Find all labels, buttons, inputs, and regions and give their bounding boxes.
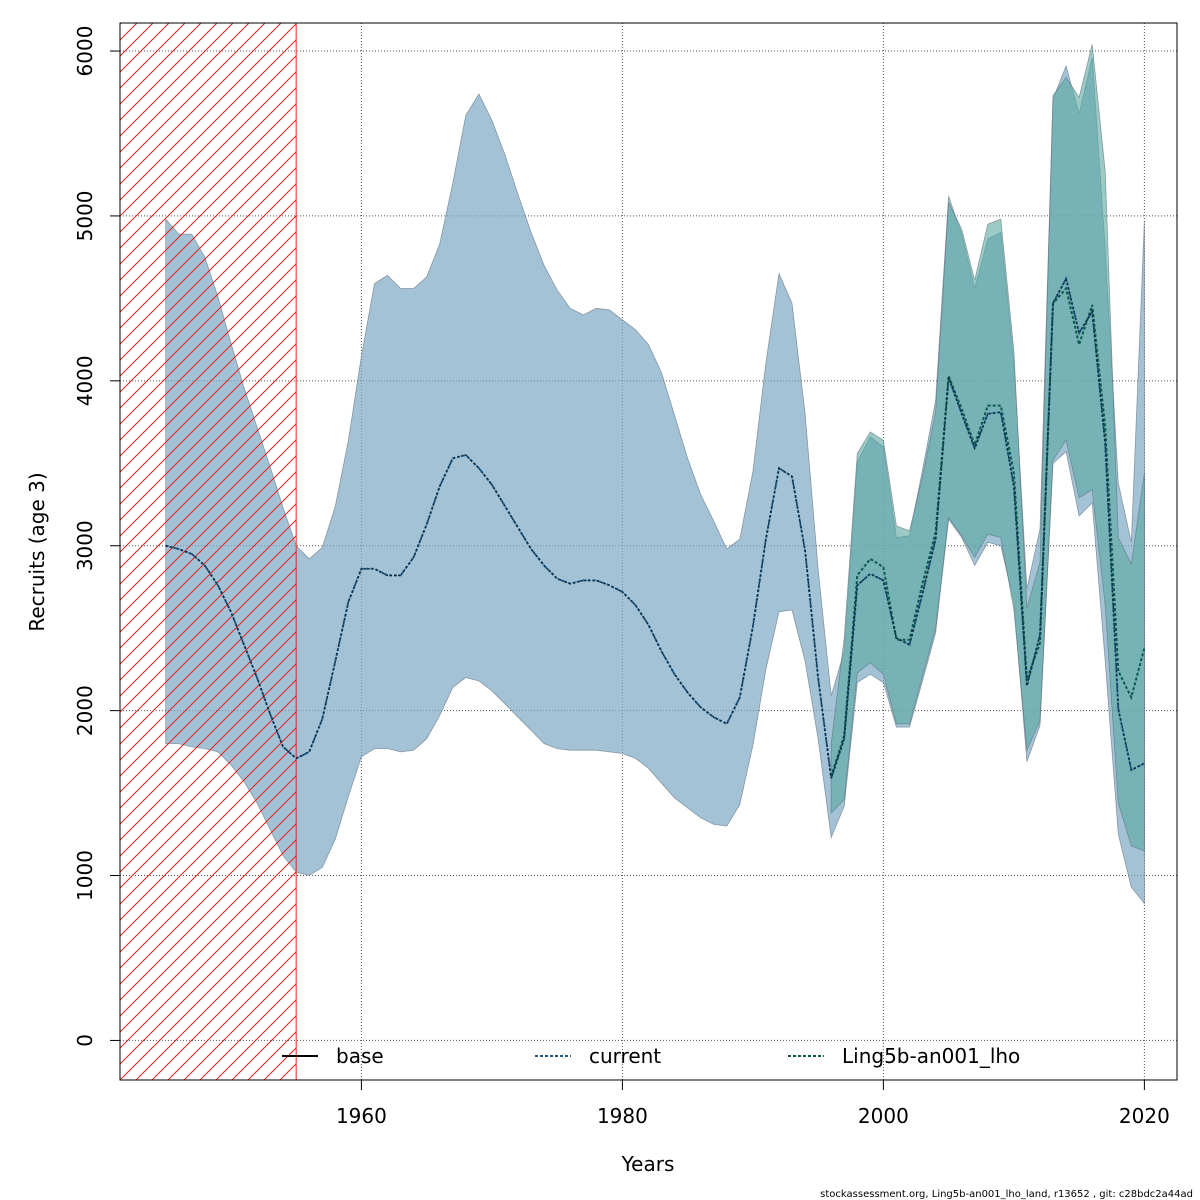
line-current [165,275,1145,779]
line-ling5b-an001-lho [830,286,1146,777]
x-axis: 1960 1980 2000 2020 [336,1079,1170,1128]
confidence-bands [165,44,1145,905]
y-axis: 0 1000 2000 3000 4000 5000 6000 [73,26,121,1047]
y-tick-label-1000: 1000 [73,850,97,901]
x-tick-label-2020: 2020 [1119,1104,1170,1128]
legend: base current Ling5b-an001_lho [282,1044,1020,1068]
excluded-period-hatch [119,22,297,1081]
y-tick-label-4000: 4000 [73,355,97,406]
line-current-overlay [165,276,1145,779]
legend-label-lho: Ling5b-an001_lho [842,1044,1020,1068]
x-tick-label-2000: 2000 [858,1104,909,1128]
y-tick-label-3000: 3000 [73,520,97,571]
estimate-lines [165,275,1146,779]
legend-label-base: base [336,1044,384,1068]
legend-label-current: current [589,1044,661,1068]
y-tick-label-5000: 5000 [73,190,97,241]
x-tick-label-1960: 1960 [336,1104,387,1128]
x-tick-label-1980: 1980 [597,1104,648,1128]
y-axis-title: Recruits (age 3) [25,472,49,631]
footer-note: stockassessment.org, Ling5b-an001_lho_la… [820,1189,1193,1200]
y-tick-label-6000: 6000 [73,26,97,77]
band-ling5b-an001-lho [830,44,1145,852]
y-tick-label-0: 0 [73,1034,97,1047]
y-tick-label-2000: 2000 [73,685,97,736]
excluded-period [119,22,297,1081]
x-axis-title: Years [621,1152,675,1176]
